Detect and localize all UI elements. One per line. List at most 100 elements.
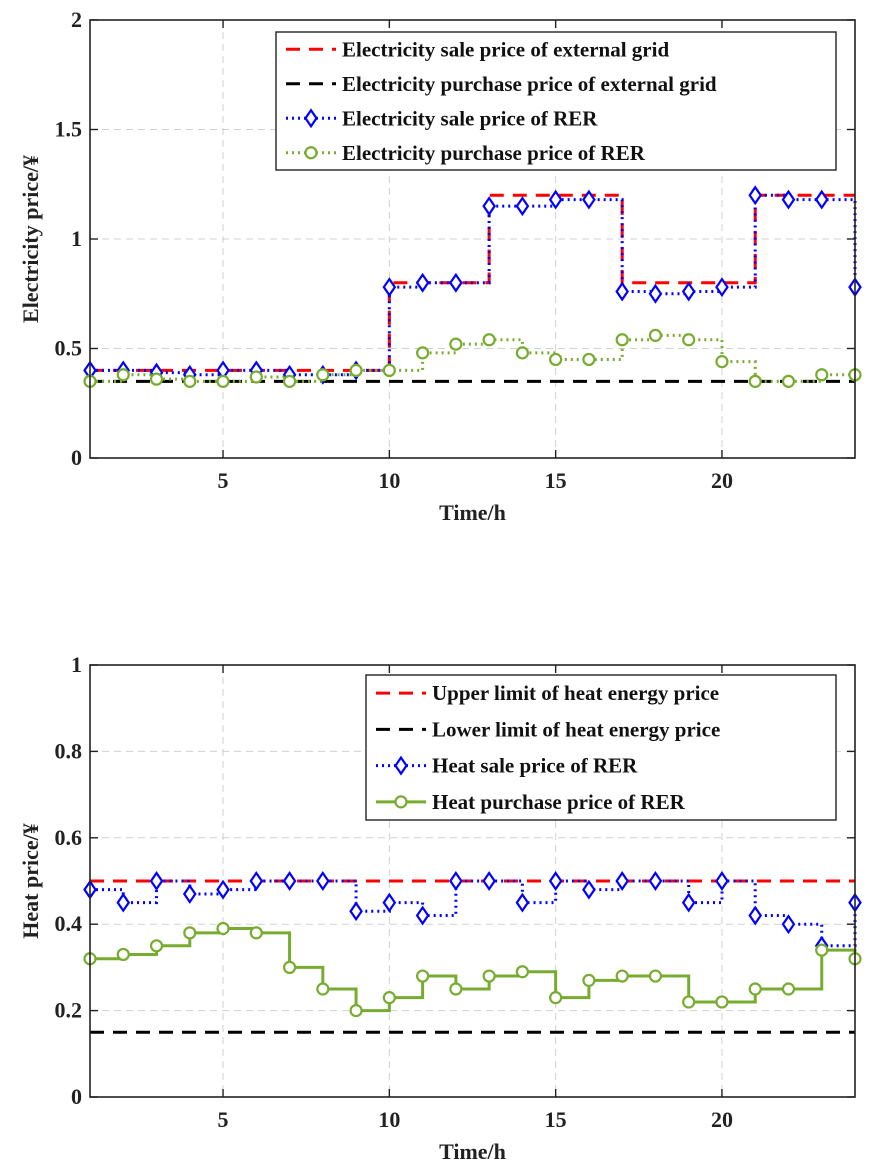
- data-point-4: [815, 368, 829, 382]
- y-tick-label: 0.5: [55, 336, 83, 361]
- data-point-4: [515, 965, 529, 979]
- data-point-3: [482, 196, 496, 217]
- data-point-3: [814, 189, 829, 210]
- data-point-3: [116, 892, 131, 913]
- data-point-4: [781, 982, 796, 996]
- data-point-3: [415, 905, 430, 926]
- legend-label-1: Electricity sale price of external grid: [342, 37, 669, 61]
- data-point-3: [149, 871, 164, 891]
- y-tick-label: 2: [71, 7, 82, 32]
- data-point-3: [715, 277, 729, 298]
- data-point-3: [781, 914, 796, 935]
- data-point-3: [249, 871, 264, 891]
- y-tick-label: 1: [71, 226, 82, 251]
- y-axis-title: Electricity price/¥: [18, 155, 43, 323]
- data-point-3: [382, 892, 397, 913]
- chart-2: 5 10 15 20 0 0.2 0.4 0.6 0.8 1 Time/h Heat price/¥ U…: [18, 652, 862, 1164]
- data-point-4: [416, 969, 430, 983]
- data-point-3: [715, 871, 729, 891]
- legend-box: [275, 31, 837, 171]
- series-line-3: [90, 879, 857, 948]
- data-point-3: [748, 905, 763, 926]
- y-tick-label: 0: [71, 445, 82, 470]
- data-point-3: [648, 871, 663, 891]
- data-point-4: [449, 982, 463, 996]
- data-point-3: [482, 871, 496, 891]
- data-point-4: [183, 374, 197, 388]
- data-point-4: [249, 926, 263, 940]
- legend: Upper limit of heat energy price Lower li…: [365, 674, 837, 821]
- legend-label-2: Electricity purchase price of external g…: [342, 72, 717, 96]
- y-tick-label: 0.8: [55, 738, 83, 763]
- data-point-3: [182, 884, 197, 904]
- x-tick-label: 20: [711, 1107, 733, 1132]
- data-point-3: [681, 281, 696, 302]
- chart-1: 5 10 15 20 0 0.5 1 1.5 2 Time/h Electricity price/…: [18, 7, 862, 525]
- data-point-4: [249, 370, 263, 384]
- data-point-4: [549, 352, 563, 367]
- x-tick-label: 10: [378, 1107, 400, 1132]
- data-point-3: [449, 272, 463, 293]
- x-tick-label: 5: [218, 1107, 229, 1132]
- legend-marker-3: [394, 755, 408, 776]
- data-point-4: [282, 374, 297, 388]
- data-point-3: [382, 277, 397, 298]
- data-point-3: [216, 879, 230, 900]
- data-point-3: [582, 189, 596, 210]
- data-point-3: [415, 272, 430, 293]
- legend-label-4: Electricity purchase price of RER: [342, 141, 646, 165]
- data-point-4: [615, 969, 629, 983]
- data-point-4: [316, 982, 330, 996]
- data-point-4: [382, 991, 396, 1005]
- data-point-3: [648, 283, 663, 304]
- series-line-3: [90, 193, 857, 377]
- data-point-3: [615, 871, 630, 891]
- legend-label-1: Upper limit of heat energy price: [432, 681, 719, 705]
- x-tick-label: 5: [218, 468, 229, 493]
- data-point-4: [416, 346, 430, 360]
- data-point-4: [149, 939, 164, 953]
- legend-marker-3: [304, 108, 318, 129]
- y-axis-title: Heat price/¥: [18, 823, 43, 938]
- data-point-4: [815, 943, 829, 957]
- data-point-4: [349, 363, 363, 377]
- x-axis-title: Time/h: [439, 500, 506, 525]
- series-line-1: [90, 193, 855, 372]
- y-tick-label: 0.6: [55, 825, 83, 850]
- legend-label-4: Heat purchase price of RER: [432, 790, 686, 814]
- y-tick-label: 1: [71, 652, 82, 677]
- data-point-3: [681, 892, 696, 913]
- data-point-4: [216, 374, 230, 388]
- data-point-4: [149, 372, 164, 386]
- data-point-4: [682, 333, 696, 347]
- data-point-3: [548, 189, 563, 210]
- legend-label-3: Heat sale price of RER: [432, 754, 638, 778]
- data-point-3: [449, 871, 463, 891]
- data-point-3: [515, 196, 530, 217]
- x-tick-label: 15: [545, 468, 567, 493]
- data-point-4: [748, 982, 762, 996]
- y-tick-label: 0.4: [55, 911, 83, 936]
- data-point-3: [748, 185, 763, 206]
- x-axis-title: Time/h: [439, 1139, 506, 1164]
- data-point-4: [648, 328, 663, 342]
- data-point-3: [515, 892, 530, 913]
- x-tick-label: 10: [378, 468, 400, 493]
- data-point-4: [282, 960, 297, 975]
- x-tick-label: 20: [711, 468, 733, 493]
- data-point-3: [349, 901, 363, 922]
- data-point-4: [549, 991, 563, 1005]
- data-point-3: [315, 871, 330, 891]
- series-line-4: [90, 927, 857, 1013]
- data-point-4: [116, 947, 130, 962]
- data-point-4: [648, 969, 663, 983]
- data-point-4: [349, 1003, 363, 1018]
- data-point-4: [482, 969, 496, 983]
- data-point-4: [582, 352, 596, 367]
- data-point-4: [682, 995, 696, 1009]
- data-point-4: [183, 926, 197, 940]
- data-point-3: [282, 871, 297, 891]
- data-point-3: [615, 281, 630, 302]
- legend-label-3: Electricity sale price of RER: [342, 106, 598, 130]
- data-point-4: [515, 346, 529, 360]
